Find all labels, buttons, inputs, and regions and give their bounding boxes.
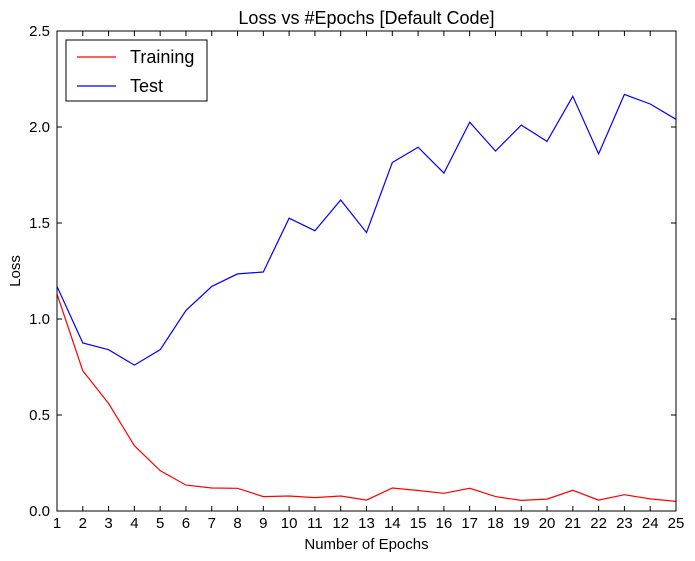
x-tick-label: 10 [281, 515, 298, 532]
legend-label-training: Training [130, 47, 194, 67]
x-tick-label: 4 [130, 515, 138, 532]
x-tick-label: 20 [539, 515, 556, 532]
x-tick-label: 16 [436, 515, 453, 532]
chart-title: Loss vs #Epochs [Default Code] [238, 8, 494, 28]
x-tick-label: 25 [668, 515, 685, 532]
x-tick-label: 5 [156, 515, 164, 532]
x-tick-label: 11 [307, 515, 323, 532]
legend-box [65, 39, 208, 102]
x-tick-label: 22 [590, 515, 607, 532]
series-line-training [56, 293, 677, 502]
series-layer [56, 93, 677, 502]
x-axis-title: Number of Epochs [304, 536, 428, 553]
y-axis-title: Loss [7, 255, 24, 287]
series-line-test [56, 93, 677, 366]
y-tick-label: 2.5 [29, 23, 50, 40]
x-tick-label: 15 [410, 515, 427, 532]
x-tick-label: 8 [233, 515, 241, 532]
x-tick-label: 18 [487, 515, 504, 532]
x-tick-label: 24 [642, 515, 659, 532]
x-tick-label: 14 [384, 515, 401, 532]
plot-frame [56, 30, 677, 512]
y-tick-label: 0.5 [29, 407, 50, 424]
y-tick-label: 1.0 [29, 311, 50, 328]
legend-label-test: Test [130, 76, 163, 96]
x-tick-label: 9 [259, 515, 267, 532]
y-tick-label: 2.0 [29, 119, 50, 136]
legend: Training Test [65, 39, 208, 102]
x-tick-label: 17 [461, 515, 478, 532]
x-tick-label: 21 [564, 515, 581, 532]
x-tick-label: 7 [208, 515, 216, 532]
x-tick-label: 3 [104, 515, 112, 532]
x-tick-label: 23 [616, 515, 633, 532]
x-tick-label: 1 [53, 515, 61, 532]
tick-layer: 1 2 3 4 5 6 7 8 9 10 11 12 13 14 15 16 17 18 19 20 21 22 23 24 2… [29, 23, 684, 532]
x-tick-label: 13 [358, 515, 375, 532]
x-tick-label: 19 [513, 515, 530, 532]
x-tick-label: 6 [182, 515, 190, 532]
x-tick-label: 12 [332, 515, 349, 532]
x-tick-label: 2 [79, 515, 87, 532]
y-tick-label: 1.5 [29, 215, 50, 232]
y-tick-label: 0.0 [29, 503, 50, 520]
